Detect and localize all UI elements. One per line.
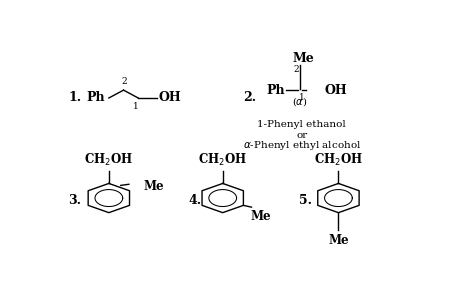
Text: Ph: Ph [87,91,105,105]
Text: 2.: 2. [243,91,256,105]
Text: 4.: 4. [189,194,201,207]
Text: 2: 2 [122,77,128,86]
Text: CH$_2$OH: CH$_2$OH [84,152,133,168]
Text: Me: Me [250,210,271,223]
Text: 3.: 3. [68,194,82,207]
Text: Ph: Ph [267,84,285,97]
Text: ($\alpha$): ($\alpha$) [292,95,308,108]
Text: Me: Me [143,180,164,193]
Text: CH$_2$OH: CH$_2$OH [314,152,363,168]
Text: 1.: 1. [68,91,82,105]
Text: 1: 1 [133,102,138,112]
Text: 5.: 5. [299,194,312,207]
Text: Me: Me [328,234,349,247]
Text: or: or [296,131,307,140]
Text: $\alpha$-Phenyl ethyl alcohol: $\alpha$-Phenyl ethyl alcohol [243,139,361,152]
Text: 2: 2 [293,65,299,74]
Text: 1: 1 [299,93,305,102]
Text: OH: OH [325,84,347,97]
Text: OH: OH [158,91,181,105]
Text: CH$_2$OH: CH$_2$OH [198,152,247,168]
Text: 1-Phenyl ethanol: 1-Phenyl ethanol [257,121,346,129]
Text: Me: Me [292,52,314,65]
